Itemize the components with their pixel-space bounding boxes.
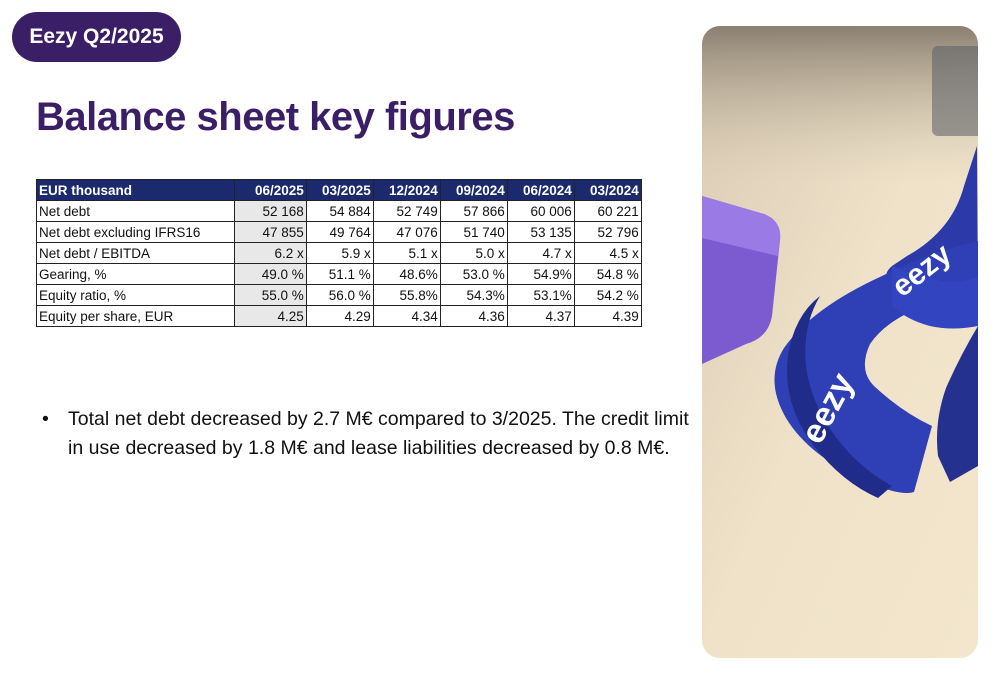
bullet-marker: • bbox=[42, 408, 49, 430]
column-header: 03/2024 bbox=[573, 179, 642, 201]
column-header: 09/2024 bbox=[439, 179, 508, 201]
table-cell: 53.1% bbox=[506, 284, 575, 306]
table-header-row: EUR thousand 06/2025 03/2025 12/2024 09/… bbox=[36, 179, 642, 201]
table-cell: 56.0 % bbox=[305, 284, 374, 306]
column-header: EUR thousand bbox=[36, 179, 235, 201]
table-cell: 47 855 bbox=[234, 221, 307, 243]
column-header: 06/2024 bbox=[506, 179, 575, 201]
table-row: Gearing, % 49.0 % 51.1 % 48.6% 53.0 % 54… bbox=[36, 263, 642, 285]
table-cell: 49 764 bbox=[305, 221, 374, 243]
table-cell: 4.5 x bbox=[573, 242, 642, 264]
table-cell: 6.2 x bbox=[234, 242, 307, 264]
table-cell: 52 749 bbox=[372, 200, 441, 222]
table-cell: 60 006 bbox=[506, 200, 575, 222]
table-cell: 49.0 % bbox=[234, 263, 307, 285]
table-cell: 57 866 bbox=[439, 200, 508, 222]
table-row: Net debt / EBITDA 6.2 x 5.9 x 5.1 x 5.0 … bbox=[36, 242, 642, 264]
table-cell: 54.8 % bbox=[573, 263, 642, 285]
row-label: Net debt excluding IFRS16 bbox=[36, 221, 235, 243]
table-cell: 52 796 bbox=[573, 221, 642, 243]
table-cell: 51 740 bbox=[439, 221, 508, 243]
table-cell: 4.36 bbox=[439, 305, 508, 327]
table-cell: 4.7 x bbox=[506, 242, 575, 264]
table-cell: 48.6% bbox=[372, 263, 441, 285]
table-cell: 4.37 bbox=[506, 305, 575, 327]
column-header: 12/2024 bbox=[372, 179, 441, 201]
column-header: 03/2025 bbox=[305, 179, 374, 201]
table-cell: 55.0 % bbox=[234, 284, 307, 306]
table-cell: 47 076 bbox=[372, 221, 441, 243]
table-cell: 54 884 bbox=[305, 200, 374, 222]
table-cell: 54.9% bbox=[506, 263, 575, 285]
table-cell: 5.9 x bbox=[305, 242, 374, 264]
row-label: Equity ratio, % bbox=[36, 284, 235, 306]
table-cell: 5.0 x bbox=[439, 242, 508, 264]
table-row: Net debt excluding IFRS16 47 855 49 764 … bbox=[36, 221, 642, 243]
table-cell: 52 168 bbox=[234, 200, 307, 222]
table-row: Equity ratio, % 55.0 % 56.0 % 55.8% 54.3… bbox=[36, 284, 642, 306]
commentary-bullets: • Total net debt decreased by 2.7 M€ com… bbox=[42, 405, 697, 463]
period-badge: Eezy Q2/2025 bbox=[12, 12, 181, 62]
table-cell: 53 135 bbox=[506, 221, 575, 243]
table-cell: 4.29 bbox=[305, 305, 374, 327]
lanyard-photo: eezy eezy bbox=[702, 26, 978, 658]
bullet-item: • Total net debt decreased by 2.7 M€ com… bbox=[42, 405, 697, 463]
table-cell: 5.1 x bbox=[372, 242, 441, 264]
row-label: Equity per share, EUR bbox=[36, 305, 235, 327]
table-cell: 54.2 % bbox=[573, 284, 642, 306]
table-cell: 54.3% bbox=[439, 284, 508, 306]
table-cell: 53.0 % bbox=[439, 263, 508, 285]
table-cell: 4.25 bbox=[234, 305, 307, 327]
table-cell: 4.39 bbox=[573, 305, 642, 327]
table-cell: 51.1 % bbox=[305, 263, 374, 285]
row-label: Gearing, % bbox=[36, 263, 235, 285]
table-row: Net debt 52 168 54 884 52 749 57 866 60 … bbox=[36, 200, 642, 222]
table-cell: 4.34 bbox=[372, 305, 441, 327]
column-header: 06/2025 bbox=[234, 179, 307, 201]
table-cell: 55.8% bbox=[372, 284, 441, 306]
row-label: Net debt / EBITDA bbox=[36, 242, 235, 264]
row-label: Net debt bbox=[36, 200, 235, 222]
key-figures-table: EUR thousand 06/2025 03/2025 12/2024 09/… bbox=[36, 179, 642, 327]
table-cell: 60 221 bbox=[573, 200, 642, 222]
page-title: Balance sheet key figures bbox=[36, 95, 515, 139]
table-row: Equity per share, EUR 4.25 4.29 4.34 4.3… bbox=[36, 305, 642, 327]
bullet-text: Total net debt decreased by 2.7 M€ compa… bbox=[68, 408, 689, 459]
